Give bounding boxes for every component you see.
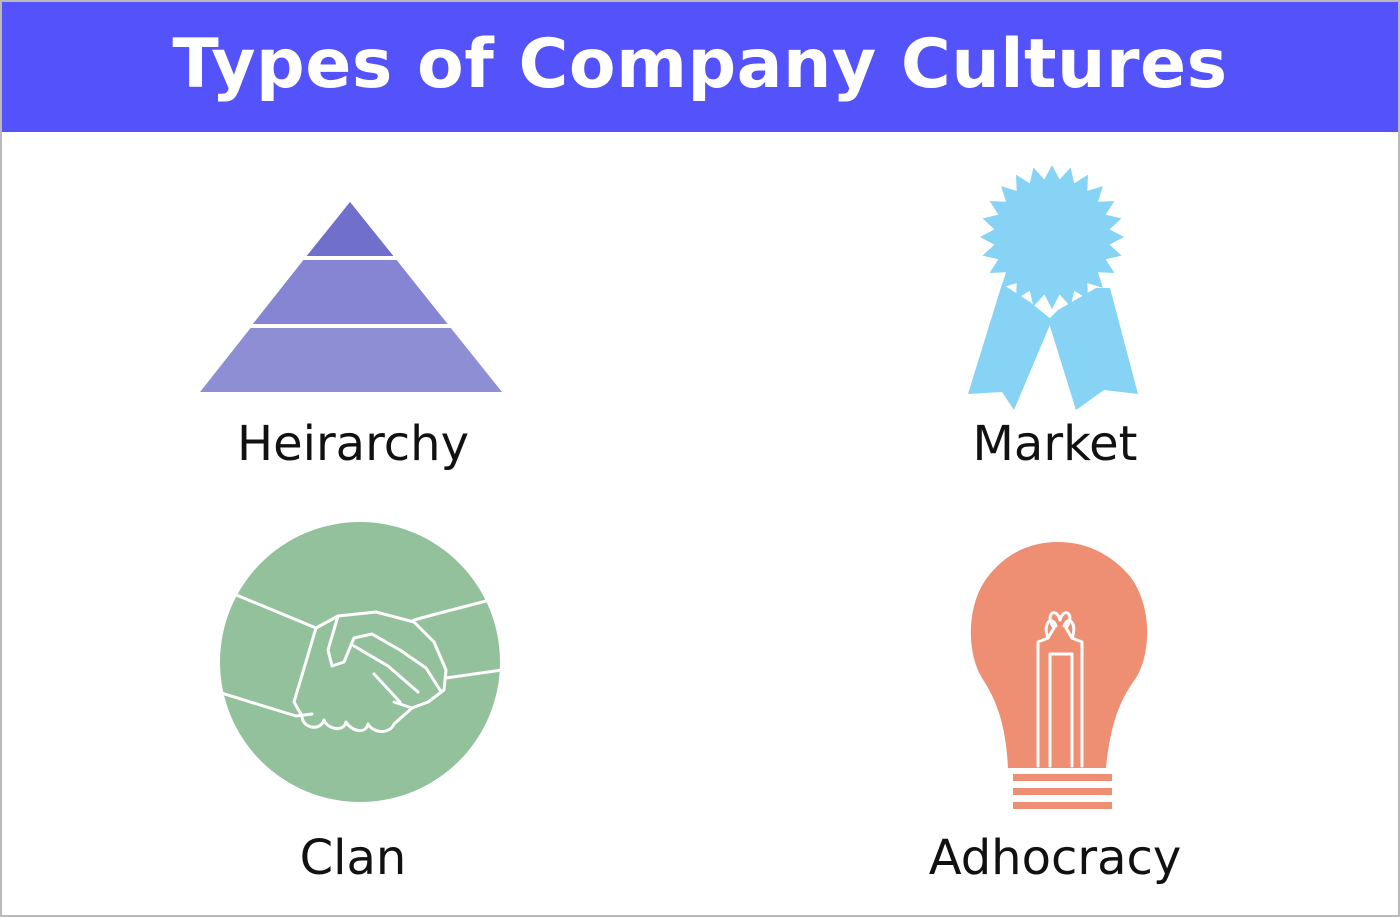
title-banner: Types of Company Cultures <box>2 2 1398 132</box>
quadrant-label-hierarchy: Heirarchy <box>236 416 469 472</box>
quadrant-label-clan: Clan <box>299 830 407 886</box>
award-starburst <box>980 165 1124 309</box>
quadrant-label-market: Market <box>972 416 1138 472</box>
page-title: Types of Company Cultures <box>172 24 1228 104</box>
quadrant-label-adhocracy: Adhocracy <box>928 830 1182 886</box>
